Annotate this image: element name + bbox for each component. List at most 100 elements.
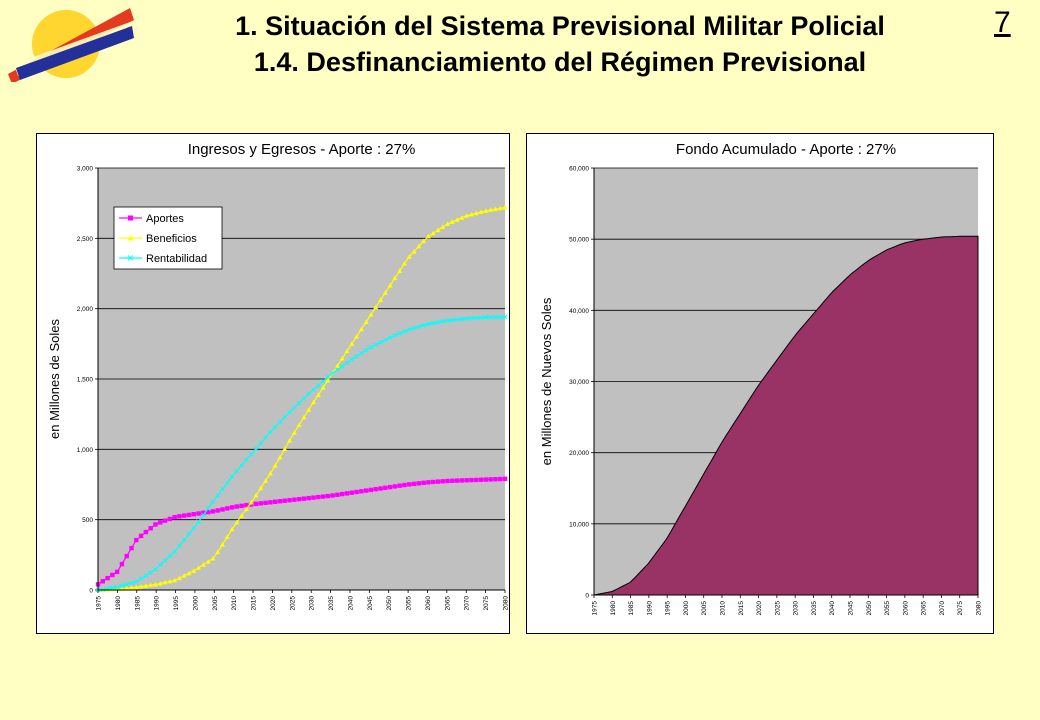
marker-rentabilidad [143,573,149,578]
marker-rentabilidad [244,457,249,463]
marker-beneficios [315,392,321,397]
marker-aportes [488,477,493,482]
y-tick-label: 3,000 [77,166,94,173]
marker-beneficios [440,224,446,229]
marker-rentabilidad [277,419,283,425]
marker-beneficios [320,385,326,390]
marker-rentabilidad [124,582,130,587]
marker-beneficios [200,562,206,567]
marker-rentabilidad [373,342,379,348]
chart-panel-ingresos-egresos: Ingresos y Egresos - Aporte : 27% 0 500 1,0… [36,133,510,634]
marker-aportes [426,480,431,485]
y-tick-label: 2,000 [77,306,94,313]
marker-beneficios [445,221,451,226]
marker-rentabilidad [493,314,498,320]
marker-beneficios [435,227,441,233]
x-tick-label: 1985 [628,601,635,616]
x-tick-label: 2065 [921,601,928,616]
x-tick-label: 2045 [367,596,374,611]
marker-beneficios [464,213,470,218]
marker-aportes [296,496,302,502]
marker-aportes [301,496,307,501]
marker-rentabilidad [229,474,235,480]
x-tick-label: 2080 [976,601,983,616]
marker-aportes [201,510,206,516]
x-tick-label: 1975 [592,601,599,616]
marker-beneficios [162,579,168,585]
chart-title: Ingresos y Egresos - Aporte : 27% [188,141,416,158]
marker-aportes [502,476,508,482]
marker-beneficios [368,312,374,317]
marker-rentabilidad [344,360,350,366]
marker-beneficios [167,578,173,584]
marker-aportes [349,490,354,495]
marker-beneficios [497,205,503,211]
chart-title: Fondo Acumulado - Aporte : 27% [676,141,896,158]
marker-aportes [234,504,240,509]
marker-rentabilidad [421,322,426,328]
marker-rentabilidad [330,370,335,376]
marker-aportes [167,516,173,522]
title-line-1: 1. Situación del Sistema Previsional Mil… [235,11,885,41]
marker-aportes [498,476,503,482]
marker-rentabilidad [196,519,201,525]
x-tick-label: 2070 [939,601,946,616]
marker-beneficios [411,248,417,254]
marker-beneficios [325,377,331,383]
marker-beneficios [478,209,484,215]
y-tick-label: 30,000 [569,379,589,386]
marker-beneficios [229,526,235,532]
marker-aportes [124,553,129,559]
marker-rentabilidad [272,424,278,430]
marker-beneficios [219,541,225,547]
marker-beneficios [301,414,307,420]
marker-beneficios [406,254,412,259]
x-tick-label: 2070 [464,596,471,611]
chart-panel-fondo-acumulado: Fondo Acumulado - Aporte : 27% 0 10,000 20,… [526,133,994,634]
marker-rentabilidad [378,340,383,345]
marker-rentabilidad [224,480,230,486]
x-tick-label: 2050 [866,601,873,616]
marker-beneficios [243,506,249,512]
marker-aportes [210,509,216,514]
marker-aportes [325,493,331,499]
chart-fondo-acumulado: Fondo Acumulado - Aporte : 27% 0 10,000 20,… [539,141,983,616]
marker-rentabilidad [263,435,268,440]
marker-aportes [320,494,326,499]
marker-aportes [373,486,378,492]
x-tick-label: 2080 [503,596,510,611]
marker-rentabilidad [311,387,316,393]
marker-rentabilidad [162,558,168,563]
marker-rentabilidad [320,378,326,384]
marker-aportes [392,484,398,489]
marker-rentabilidad [205,506,211,511]
marker-rentabilidad [177,543,182,549]
marker-rentabilidad [488,314,493,320]
marker-rentabilidad [469,315,474,321]
marker-aportes [459,478,465,483]
marker-beneficios [124,585,130,591]
marker-rentabilidad [315,383,321,388]
x-tick-label: 2020 [756,601,763,616]
marker-aportes [306,495,311,501]
marker-aportes [411,481,417,487]
marker-aportes [311,495,316,500]
marker-rentabilidad [282,414,288,420]
marker-beneficios [425,233,431,239]
marker-rentabilidad [215,493,221,498]
marker-rentabilidad [291,405,297,410]
y-tick-label: 2,500 [77,236,94,243]
marker-beneficios [143,583,149,588]
marker-aportes [172,514,177,520]
marker-aportes [134,537,139,543]
y-axis-label: en Millones de Soles [47,319,62,439]
marker-aportes [105,575,110,581]
marker-aportes [340,491,345,497]
marker-beneficios [186,570,192,576]
marker-aportes [177,514,182,519]
marker-aportes [344,491,350,496]
marker-rentabilidad [148,570,154,575]
marker-aportes [100,579,105,584]
chart-ingresos-egresos: Ingresos y Egresos - Aporte : 27% 0 500 1,0… [47,141,510,611]
marker-aportes [110,572,115,578]
